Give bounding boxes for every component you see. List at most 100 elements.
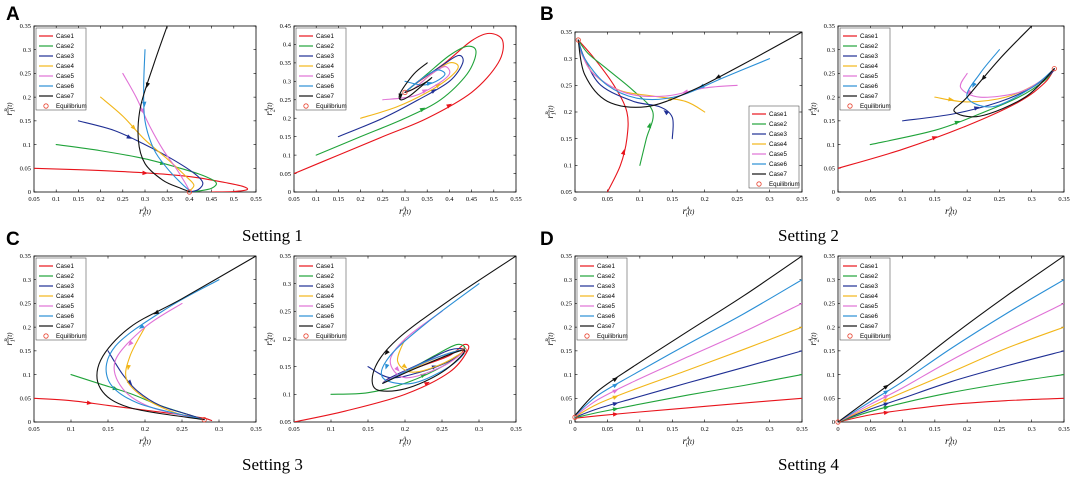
x-tick-label: 0.25: [994, 426, 1005, 433]
series-line-case7: [838, 256, 1064, 422]
y-tick-label: 0.35: [824, 23, 835, 30]
series-line-case2: [577, 39, 654, 166]
equilibrium-marker: [1051, 66, 1057, 72]
x-tick-label: 0.3: [1028, 196, 1036, 203]
y-tick-label: 0.15: [561, 348, 572, 355]
setting-title-1: Setting 1: [242, 226, 303, 245]
legend-label-case4: Case4: [56, 293, 74, 300]
plots-layer: 0.05 0.1 0.15 0.2 0.25 0.3 0.35 0.4 0.45 0.5 0.55 0…: [4, 23, 1070, 448]
y-tick-label: 0.2: [283, 115, 291, 122]
direction-arrow: [883, 410, 890, 416]
x-tick-label: 0.35: [250, 426, 261, 433]
legend-label-case4: Case4: [597, 293, 615, 300]
legend-label-case5: Case5: [860, 73, 878, 80]
direction-arrow: [612, 407, 619, 412]
x-tick-label: 0.05: [288, 196, 299, 203]
direction-arrow: [981, 74, 987, 81]
y-tick-label: 0: [288, 189, 291, 196]
direction-arrow: [86, 400, 93, 405]
y-tick-label: 0.1: [827, 142, 835, 149]
series-layer: [575, 256, 802, 419]
y-axis-label: rB1(t): [4, 332, 17, 346]
legend-label-case5: Case5: [769, 151, 787, 158]
series-line-case6: [838, 279, 1064, 422]
series-line-case1: [34, 397, 213, 422]
direction-arrow: [883, 394, 890, 400]
series-line-case3: [577, 39, 674, 140]
legend: Case1 Case2 Case3 Case4 Case5 Case6 Case7 Equil…: [576, 257, 628, 341]
x-axis-label: rA t(t): [945, 206, 957, 219]
legend-label-case6: Case6: [860, 313, 878, 320]
x-tick-label: 0.25: [117, 196, 128, 203]
y-tick-label: 0.15: [824, 118, 835, 125]
series-layer: [294, 256, 516, 422]
legend-label-case3: Case3: [316, 53, 334, 60]
x-tick-label: 0.2: [401, 426, 409, 433]
x-tick-label: 0.15: [929, 196, 940, 203]
series-line-case4: [575, 326, 802, 418]
x-tick-label: 0.05: [288, 426, 299, 433]
direction-arrow: [646, 122, 652, 129]
x-axis-label: rA t(t): [139, 436, 151, 449]
direction-arrow: [931, 136, 938, 141]
direction-arrow: [419, 107, 426, 113]
legend-equilibrium-marker: [847, 333, 853, 339]
direction-arrow: [948, 96, 954, 102]
chart-D-right: 0 0.05 0.1 0.15 0.2 0.25 0.3 0.35 0 0.05 0.1 0.15 0.…: [808, 253, 1070, 448]
y-tick-label: 0.25: [280, 97, 291, 104]
x-tick-label: 0.05: [865, 196, 876, 203]
legend-label-case1: Case1: [56, 263, 74, 270]
y-tick-label: 0.05: [561, 395, 572, 402]
legend-label-case3: Case3: [769, 131, 787, 138]
legend-label-equilibrium: Equilibrium: [56, 333, 87, 340]
legend-label-case2: Case2: [56, 43, 74, 50]
x-tick-label: 0: [573, 426, 576, 433]
y-tick-label: 0.05: [20, 165, 31, 172]
series-line-case6: [577, 39, 771, 101]
x-axis-label: rA t(t): [399, 206, 411, 219]
legend-label-case4: Case4: [316, 293, 334, 300]
x-tick-label: 0.3: [1028, 426, 1036, 433]
equilibrium-marker: [835, 419, 841, 425]
legend-label-case2: Case2: [316, 43, 334, 50]
series-line-case5: [575, 302, 802, 417]
series-line-case4: [125, 326, 205, 421]
y-tick-label: 0.15: [561, 136, 572, 143]
x-tick-label: 0.35: [1058, 196, 1069, 203]
series-line-case3: [575, 350, 802, 418]
chart-A-right: 0.05 0.1 0.15 0.2 0.25 0.3 0.35 0.4 0.45 0.5 0.55 0…: [264, 23, 522, 218]
legend-equilibrium-marker: [303, 333, 309, 339]
legend-label-case5: Case5: [56, 303, 74, 310]
legend-label-case3: Case3: [860, 53, 878, 60]
x-tick-label: 0.45: [206, 196, 217, 203]
y-tick-label: 0.15: [20, 348, 31, 355]
y-tick-label: 0: [832, 419, 835, 426]
legend-label-equilibrium: Equilibrium: [597, 333, 628, 340]
legend-label-case7: Case7: [316, 323, 334, 330]
x-tick-label: 0.2: [97, 196, 105, 203]
x-tick-label: 0.4: [445, 196, 454, 203]
legend-label-case3: Case3: [860, 283, 878, 290]
chart-B-right: 0 0.05 0.1 0.15 0.2 0.25 0.3 0.35 0 0.05 0.1 0.15 0.…: [808, 23, 1070, 218]
legend-label-case1: Case1: [316, 263, 334, 270]
series-layer: [577, 32, 802, 192]
series-line-case6: [105, 279, 220, 421]
series-layer: [294, 32, 504, 175]
y-tick-label: 0.05: [561, 189, 572, 196]
y-tick-label: 0.15: [280, 364, 291, 371]
y-tick-label: 0: [569, 419, 572, 426]
legend-equilibrium-marker: [43, 333, 49, 339]
x-tick-label: 0.15: [102, 426, 113, 433]
x-tick-label: 0: [836, 426, 839, 433]
legend-label-case7: Case7: [860, 323, 878, 330]
x-tick-label: 0.35: [510, 426, 521, 433]
direction-arrow: [145, 82, 151, 89]
legend-label-case2: Case2: [860, 273, 878, 280]
legend-label-case5: Case5: [860, 303, 878, 310]
legend-equilibrium-marker: [303, 103, 309, 109]
y-tick-label: 0.2: [283, 336, 291, 343]
x-tick-label: 0.35: [422, 196, 433, 203]
legend-label-equilibrium: Equilibrium: [56, 103, 87, 110]
legend-label-case3: Case3: [597, 283, 615, 290]
